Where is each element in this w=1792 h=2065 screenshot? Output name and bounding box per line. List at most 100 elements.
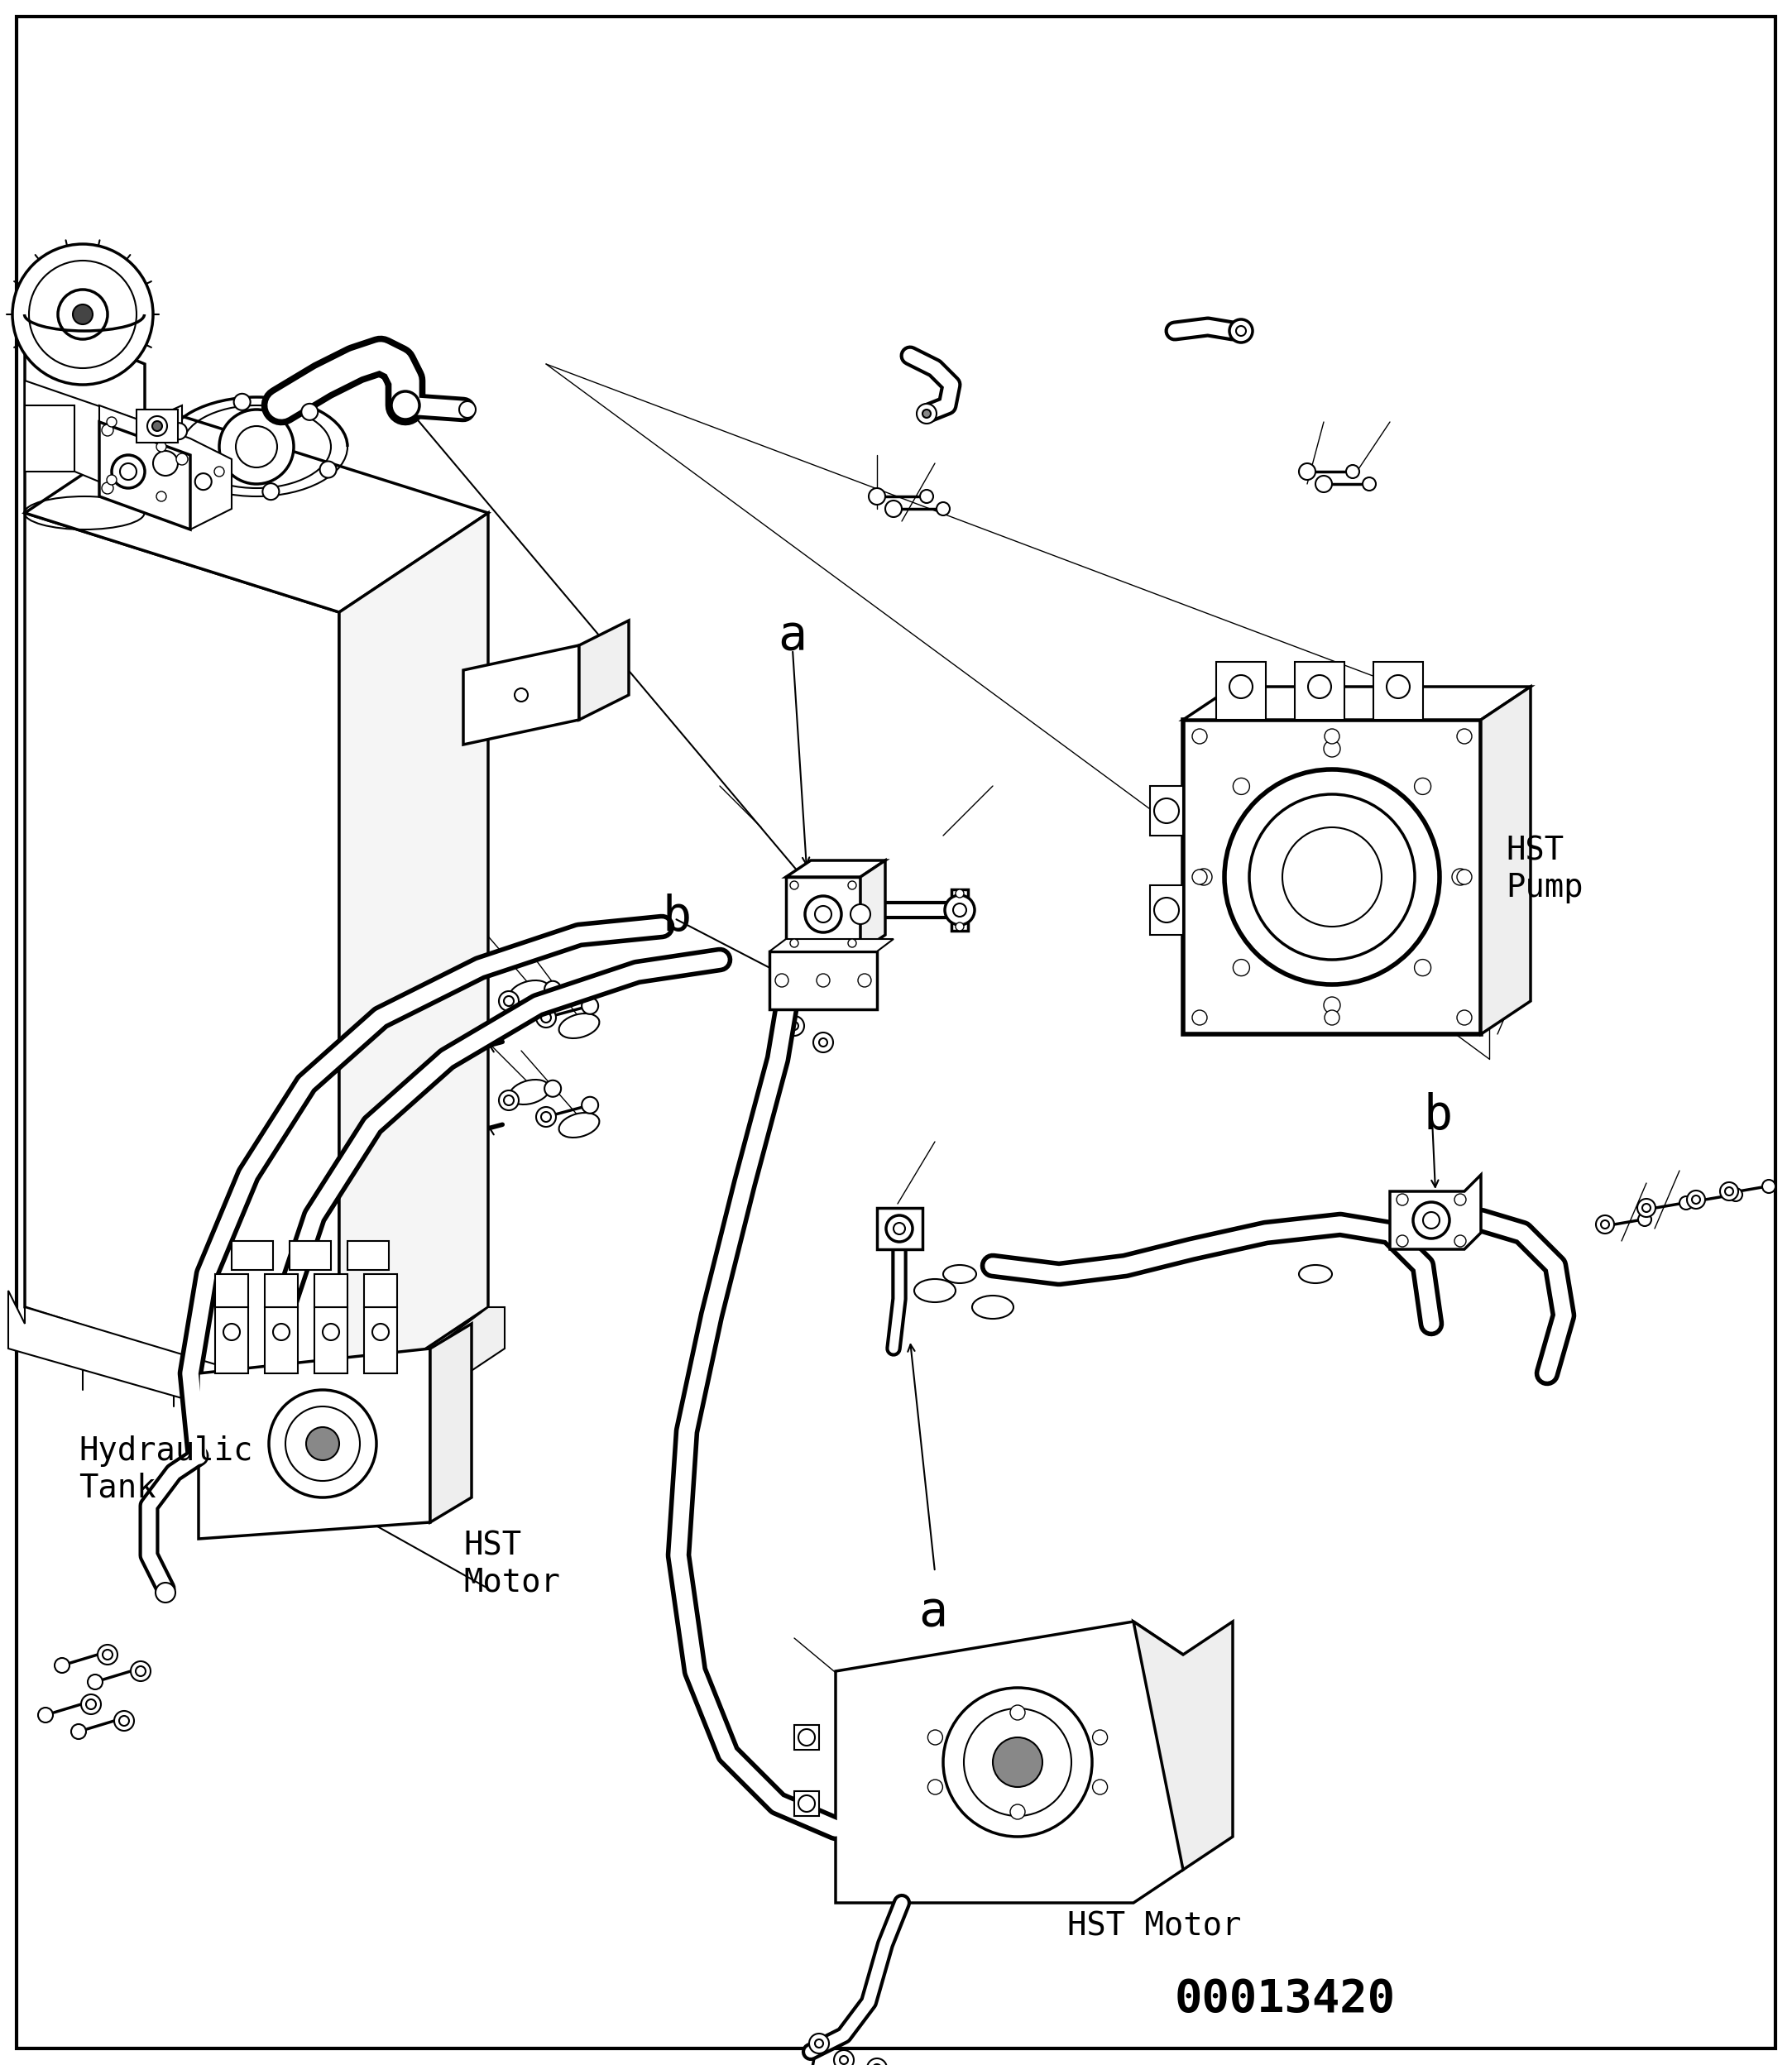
Circle shape bbox=[1762, 1179, 1776, 1194]
Circle shape bbox=[118, 1716, 129, 1726]
Bar bbox=[348, 1241, 389, 1270]
Circle shape bbox=[1638, 1200, 1656, 1216]
Polygon shape bbox=[25, 314, 145, 562]
Bar bbox=[364, 1307, 398, 1373]
Circle shape bbox=[108, 417, 116, 427]
Circle shape bbox=[108, 475, 116, 485]
Circle shape bbox=[1457, 869, 1471, 884]
Circle shape bbox=[1641, 1204, 1650, 1212]
Circle shape bbox=[918, 405, 937, 423]
Circle shape bbox=[993, 1737, 1043, 1786]
Ellipse shape bbox=[914, 1278, 955, 1303]
Circle shape bbox=[1387, 675, 1410, 698]
Circle shape bbox=[1346, 465, 1360, 479]
Polygon shape bbox=[860, 861, 885, 952]
Circle shape bbox=[1236, 326, 1245, 337]
Circle shape bbox=[923, 409, 930, 417]
Circle shape bbox=[1396, 1194, 1409, 1206]
Polygon shape bbox=[769, 952, 876, 1010]
Circle shape bbox=[790, 882, 799, 890]
Circle shape bbox=[1195, 869, 1211, 886]
Text: HST
Pump: HST Pump bbox=[1505, 836, 1582, 904]
Bar bbox=[1296, 663, 1344, 721]
Circle shape bbox=[545, 981, 561, 997]
Circle shape bbox=[1283, 828, 1382, 927]
Polygon shape bbox=[952, 890, 968, 931]
Circle shape bbox=[13, 244, 152, 384]
Polygon shape bbox=[787, 878, 860, 952]
Circle shape bbox=[810, 2034, 830, 2053]
Polygon shape bbox=[25, 413, 487, 611]
Polygon shape bbox=[199, 1348, 430, 1538]
Circle shape bbox=[944, 894, 975, 925]
Polygon shape bbox=[99, 421, 190, 529]
Circle shape bbox=[1233, 779, 1249, 795]
Circle shape bbox=[955, 890, 964, 898]
Circle shape bbox=[504, 1094, 514, 1105]
Circle shape bbox=[1229, 675, 1253, 698]
Circle shape bbox=[937, 502, 950, 516]
Circle shape bbox=[73, 304, 93, 324]
Circle shape bbox=[1362, 477, 1376, 491]
Circle shape bbox=[1455, 1194, 1466, 1206]
Circle shape bbox=[459, 401, 475, 417]
Polygon shape bbox=[1134, 1621, 1233, 1869]
Circle shape bbox=[1308, 675, 1331, 698]
Polygon shape bbox=[464, 644, 579, 745]
Circle shape bbox=[536, 1008, 556, 1028]
Circle shape bbox=[1414, 779, 1432, 795]
Bar bbox=[25, 405, 75, 471]
Circle shape bbox=[1692, 1196, 1701, 1204]
Circle shape bbox=[894, 1222, 905, 1235]
Circle shape bbox=[1686, 1192, 1706, 1208]
Circle shape bbox=[819, 1039, 828, 1047]
Circle shape bbox=[814, 1032, 833, 1053]
Circle shape bbox=[815, 907, 831, 923]
Circle shape bbox=[97, 1644, 118, 1664]
Circle shape bbox=[1011, 1706, 1025, 1720]
Circle shape bbox=[1414, 960, 1432, 977]
Circle shape bbox=[869, 487, 885, 504]
Circle shape bbox=[156, 442, 167, 452]
Ellipse shape bbox=[1299, 1266, 1331, 1282]
Circle shape bbox=[170, 423, 186, 440]
Ellipse shape bbox=[559, 1113, 599, 1138]
Circle shape bbox=[136, 1666, 145, 1677]
Circle shape bbox=[1011, 1805, 1025, 1819]
Circle shape bbox=[928, 1730, 943, 1745]
Circle shape bbox=[1224, 770, 1439, 985]
Circle shape bbox=[498, 991, 518, 1012]
Circle shape bbox=[1452, 869, 1468, 886]
Ellipse shape bbox=[559, 1014, 599, 1039]
Circle shape bbox=[536, 1107, 556, 1127]
Circle shape bbox=[964, 1708, 1072, 1815]
Circle shape bbox=[1324, 1010, 1339, 1024]
Circle shape bbox=[1679, 1196, 1693, 1210]
Circle shape bbox=[306, 1427, 339, 1460]
Circle shape bbox=[1457, 1010, 1471, 1024]
Bar bbox=[136, 409, 177, 442]
Circle shape bbox=[323, 1324, 339, 1340]
Ellipse shape bbox=[509, 981, 550, 1006]
Circle shape bbox=[176, 454, 188, 465]
Circle shape bbox=[102, 483, 113, 494]
Polygon shape bbox=[1183, 688, 1530, 721]
Circle shape bbox=[88, 1675, 102, 1689]
Polygon shape bbox=[1183, 721, 1480, 1035]
Polygon shape bbox=[835, 1621, 1183, 1902]
Polygon shape bbox=[579, 620, 629, 721]
Circle shape bbox=[1726, 1187, 1733, 1196]
Circle shape bbox=[81, 1695, 100, 1714]
Bar bbox=[265, 1307, 297, 1373]
Circle shape bbox=[582, 997, 599, 1014]
Circle shape bbox=[1229, 320, 1253, 343]
Text: Hydraulic
Tank: Hydraulic Tank bbox=[79, 1435, 253, 1503]
Circle shape bbox=[514, 688, 529, 702]
Bar bbox=[1217, 663, 1265, 721]
Circle shape bbox=[885, 1216, 912, 1241]
Text: b: b bbox=[1423, 1092, 1452, 1140]
Bar bbox=[290, 1241, 332, 1270]
Circle shape bbox=[156, 491, 167, 502]
Circle shape bbox=[195, 473, 211, 489]
Circle shape bbox=[799, 1794, 815, 1811]
